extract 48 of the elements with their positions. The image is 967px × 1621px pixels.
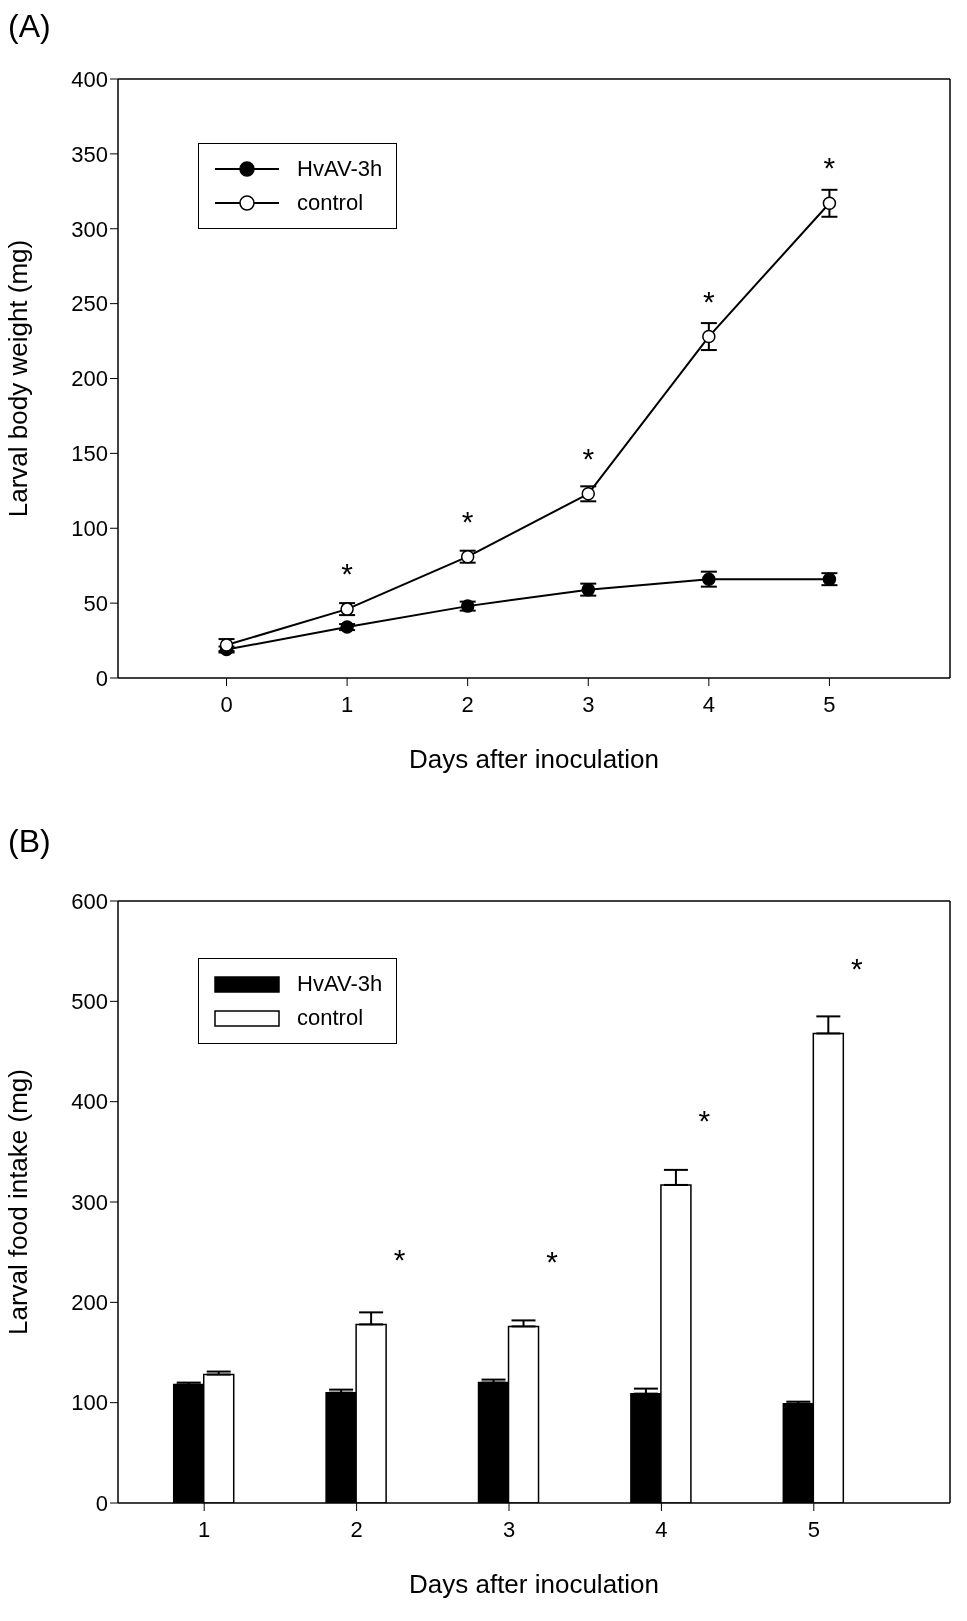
chart-title: (B) (8, 823, 51, 860)
annotation: * (703, 284, 715, 318)
x-tick-label: 5 (823, 691, 836, 717)
y-tick-label: 100 (71, 516, 108, 542)
legend-label: control (297, 1005, 364, 1031)
y-tick-label: 500 (71, 989, 108, 1015)
annotation: * (823, 151, 836, 185)
x-tick-label: 3 (582, 691, 595, 717)
y-tick-label: 400 (71, 66, 108, 92)
x-tick-label: 1 (198, 1516, 211, 1542)
chart-title: (A) (8, 8, 51, 45)
x-tick-label: 4 (655, 1516, 668, 1542)
annotation: * (461, 504, 474, 538)
x-tick-label: 3 (502, 1516, 516, 1542)
annotation: * (393, 1243, 406, 1277)
y-tick-label: 300 (71, 1189, 108, 1215)
y-tick-label: 150 (71, 441, 108, 467)
y-tick-label: 50 (83, 590, 108, 616)
x-axis-title: Days after inoculation (408, 1569, 660, 1599)
legend-label: HvAV-3h (297, 971, 383, 997)
y-tick-label: 0 (95, 1490, 108, 1516)
y-tick-label: 350 (71, 141, 108, 167)
y-tick-label: 0 (95, 665, 108, 691)
annotation: * (341, 557, 354, 591)
x-tick-label: 0 (220, 691, 233, 717)
x-tick-label: 2 (461, 691, 474, 717)
x-tick-label: 1 (340, 691, 354, 717)
annotation: * (582, 441, 595, 475)
point (702, 329, 716, 344)
annotation: * (850, 952, 863, 986)
y-tick-label: 600 (71, 888, 108, 914)
legend-label: control (297, 190, 364, 216)
x-axis-title: Days after inoculation (408, 744, 660, 774)
x-tick-label: 4 (702, 691, 715, 717)
y-tick-label: 250 (71, 291, 108, 317)
y-axis-title: Larval body weight (mg) (3, 239, 34, 518)
point (822, 196, 837, 211)
y-tick-label: 400 (71, 1089, 108, 1115)
x-tick-label: 5 (807, 1516, 820, 1542)
legend-label: HvAV-3h (297, 156, 383, 182)
y-tick-label: 100 (71, 1390, 108, 1416)
annotation: * (698, 1103, 711, 1137)
x-tick-label: 2 (350, 1516, 363, 1542)
y-tick-label: 200 (71, 366, 108, 392)
y-axis-title: Larval food intake (mg) (3, 1069, 34, 1335)
annotation: * (546, 1245, 559, 1279)
y-tick-label: 300 (71, 216, 108, 242)
y-tick-label: 200 (71, 1290, 108, 1316)
